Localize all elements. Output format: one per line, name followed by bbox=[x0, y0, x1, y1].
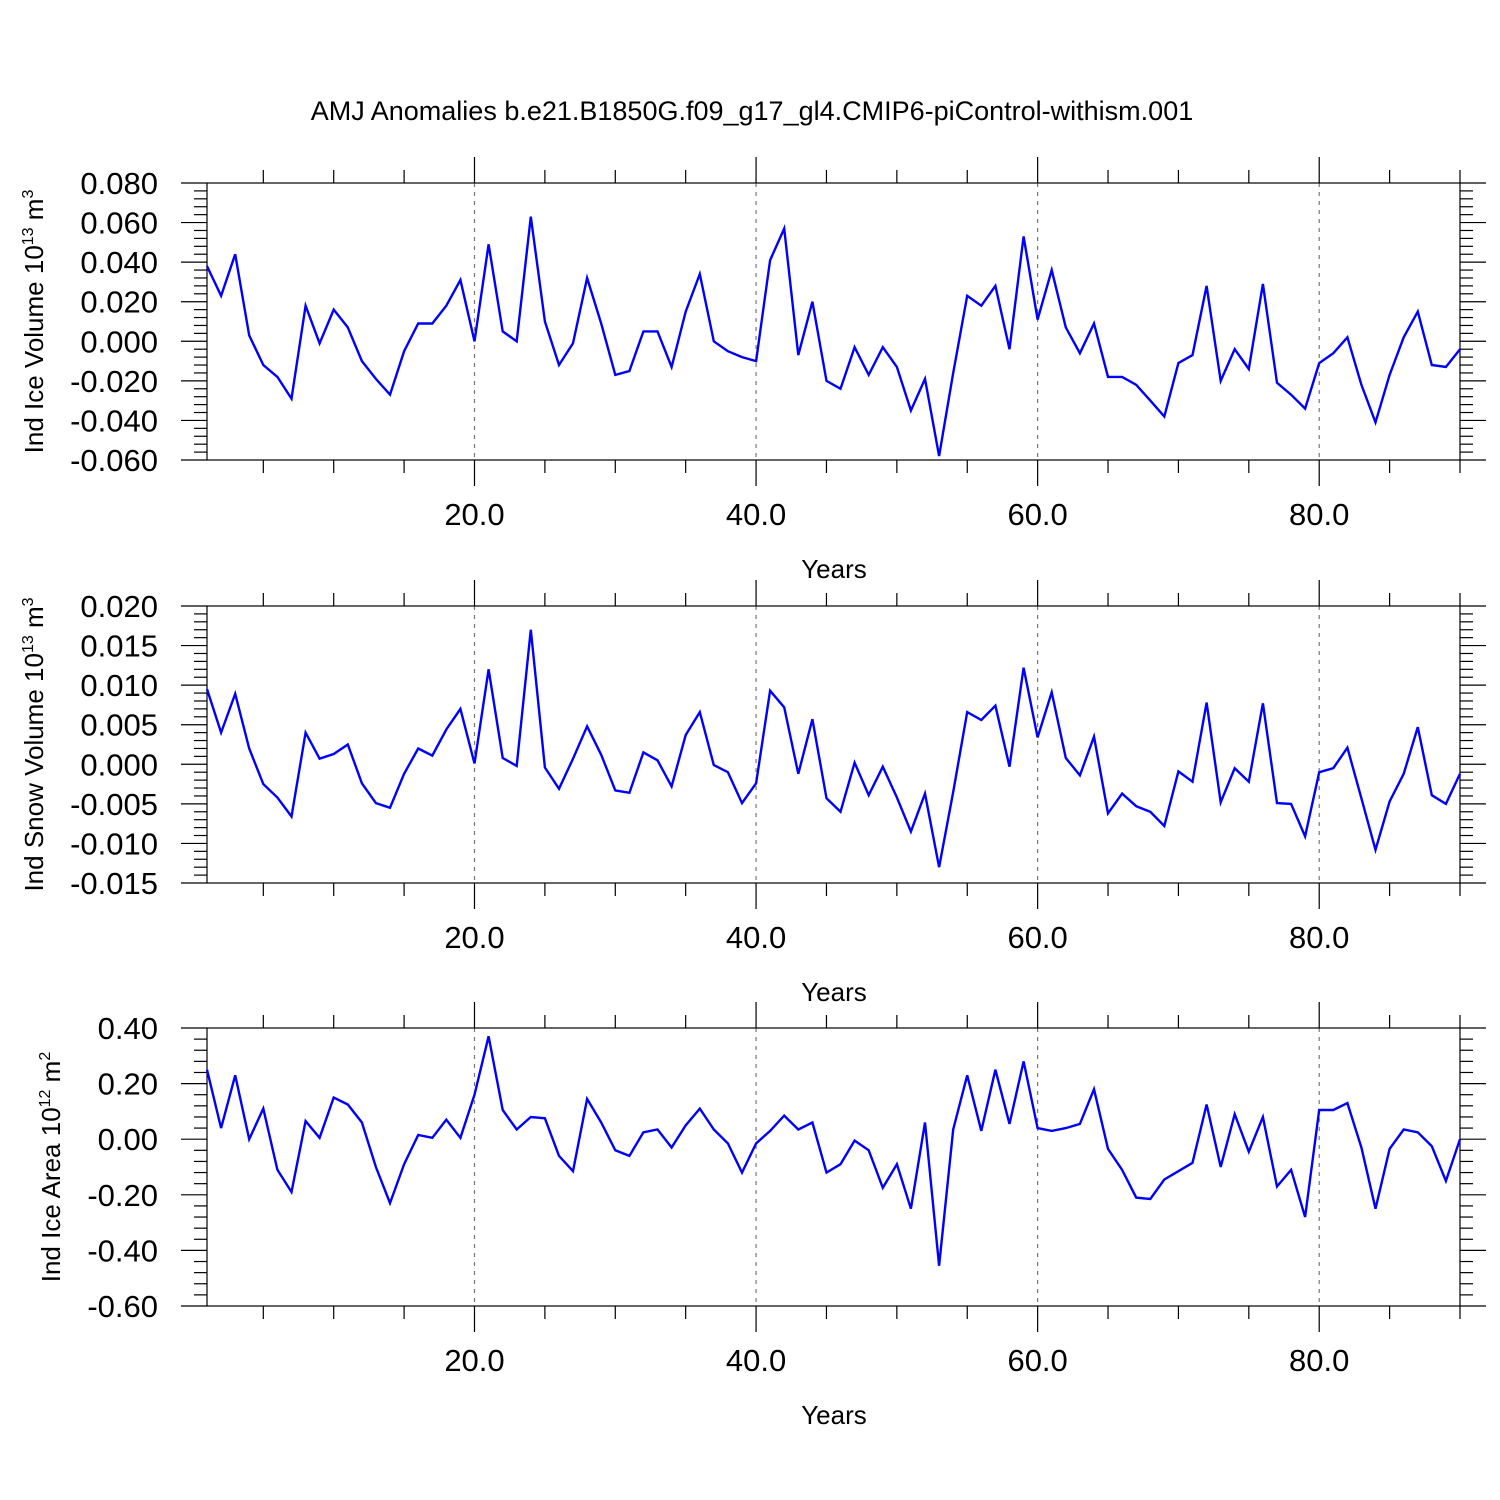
chart-panel-1: 0.080 0.060 0.040 0.020 0.000 -0.020 -0.040 -0.… bbox=[19, 157, 1486, 584]
y-tick-label: -0.005 bbox=[70, 787, 158, 822]
x-tick-label: 60.0 bbox=[1007, 1343, 1067, 1378]
x-tick-label: 40.0 bbox=[726, 1343, 786, 1378]
x-tick-label: 80.0 bbox=[1289, 1343, 1349, 1378]
y-tick-label: 0.020 bbox=[80, 285, 158, 320]
y-tick-label: -0.060 bbox=[70, 443, 158, 478]
y-tick-label: 0.080 bbox=[80, 166, 158, 201]
plot-frame bbox=[206, 1027, 1461, 1307]
y-tick-label: 0.40 bbox=[98, 1011, 158, 1046]
y-tick-label: 0.060 bbox=[80, 206, 158, 241]
x-tick-label: 60.0 bbox=[1007, 497, 1067, 532]
y-axis-label: Ind Ice Volume 1013 m3 bbox=[19, 190, 49, 454]
y-tick-label: -0.40 bbox=[87, 1233, 158, 1268]
x-tick-label: 60.0 bbox=[1007, 920, 1067, 955]
plot-frame bbox=[206, 182, 1461, 461]
x-tick-label: 20.0 bbox=[444, 1343, 504, 1378]
x-tick-label: 40.0 bbox=[726, 920, 786, 955]
y-tick-label: 0.005 bbox=[80, 708, 158, 743]
x-tick-label: 20.0 bbox=[444, 920, 504, 955]
y-tick-label: -0.010 bbox=[70, 826, 158, 861]
x-tick-label: 80.0 bbox=[1289, 920, 1349, 955]
y-tick-label: -0.020 bbox=[70, 364, 158, 399]
plot-frame bbox=[206, 605, 1461, 884]
x-axis-label: Years bbox=[801, 1400, 867, 1430]
y-tick-label: -0.015 bbox=[70, 866, 158, 901]
chart-panel-3: 0.40 0.20 0.00 -0.20 -0.40 -0.60 20.0 40.0 60.0 8… bbox=[36, 1002, 1486, 1430]
y-tick-label: 0.00 bbox=[98, 1122, 158, 1157]
x-axis-label: Years bbox=[801, 977, 867, 1007]
x-axis-label: Years bbox=[801, 554, 867, 584]
y-axis-label: Ind Ice Area 1012 m2 bbox=[36, 1052, 66, 1283]
series-line bbox=[205, 1036, 1462, 1266]
y-tick-label: 0.000 bbox=[80, 747, 158, 782]
y-tick-label: 0.010 bbox=[80, 668, 158, 703]
y-tick-label: -0.60 bbox=[87, 1289, 158, 1324]
y-tick-label: -0.20 bbox=[87, 1178, 158, 1213]
y-tick-label: 0.040 bbox=[80, 245, 158, 280]
y-axis-label: Ind Snow Volume 1013 m3 bbox=[19, 597, 49, 891]
y-tick-label: 0.020 bbox=[80, 589, 158, 624]
figure-title: AMJ Anomalies b.e21.B1850G.f09_g17_gl4.C… bbox=[311, 96, 1193, 126]
y-tick-label: 0.000 bbox=[80, 324, 158, 359]
series-line bbox=[205, 629, 1462, 868]
x-tick-label: 80.0 bbox=[1289, 497, 1349, 532]
x-tick-label: 40.0 bbox=[726, 497, 786, 532]
series-line bbox=[205, 216, 1461, 457]
y-tick-label: 0.20 bbox=[98, 1067, 158, 1102]
x-tick-label: 20.0 bbox=[444, 497, 504, 532]
chart-panel-2: 0.020 0.015 0.010 0.005 0.000 -0.005 -0.010 -0.… bbox=[19, 580, 1486, 1007]
y-tick-label: -0.040 bbox=[70, 403, 158, 438]
y-tick-label: 0.015 bbox=[80, 629, 158, 664]
chart-panels: 0.080 0.060 0.040 0.020 0.000 -0.020 -0.040 -0.… bbox=[19, 157, 1486, 1430]
